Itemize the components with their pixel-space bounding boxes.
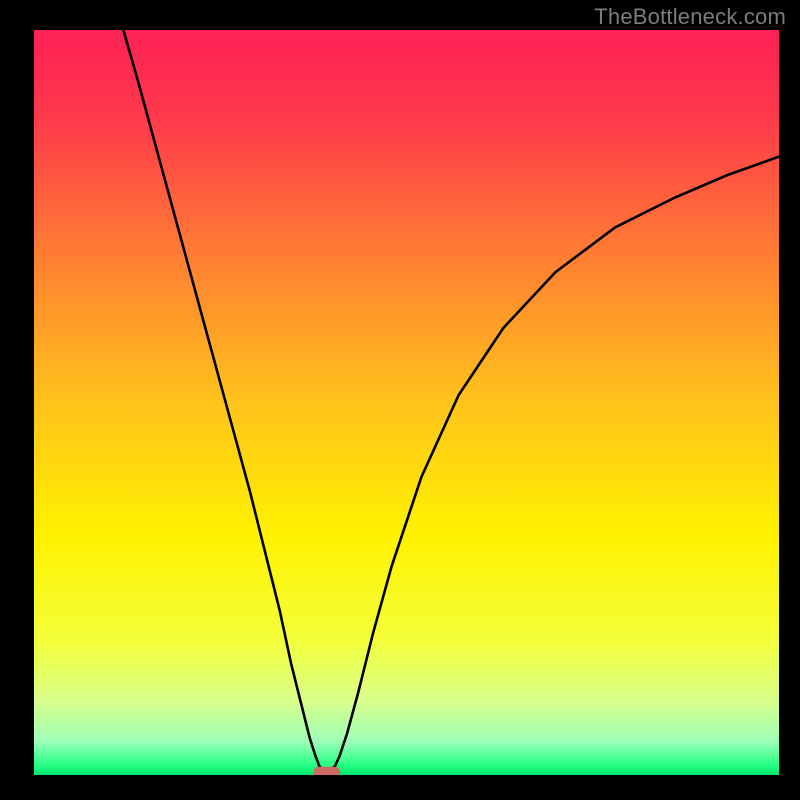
plot-area xyxy=(34,30,779,775)
watermark-text: TheBottleneck.com xyxy=(594,4,786,30)
stage: TheBottleneck.com xyxy=(0,0,800,800)
gradient-background xyxy=(34,30,779,775)
plot-svg xyxy=(34,30,779,775)
notch-marker xyxy=(313,767,340,775)
